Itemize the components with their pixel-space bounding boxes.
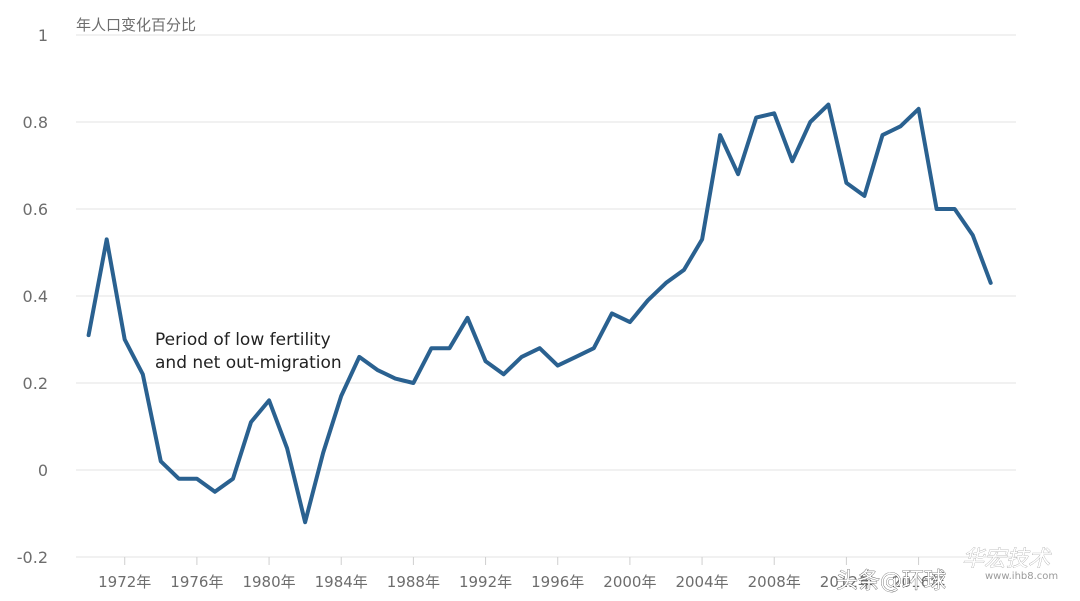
y-tick-label: 1: [38, 26, 48, 45]
data-point: [87, 333, 91, 337]
data-point: [971, 233, 975, 237]
x-tick-label: 1984年: [315, 573, 368, 591]
data-point: [303, 520, 307, 524]
data-point: [447, 346, 451, 350]
data-point: [808, 120, 812, 124]
data-point: [718, 133, 722, 137]
data-point: [556, 364, 560, 368]
watermark-huahong: 华宏技术: [962, 547, 1052, 572]
data-point: [880, 133, 884, 137]
data-point: [953, 207, 957, 211]
y-axis: -0.2 0 0.2 0.4 0.6 0.8 1: [17, 26, 48, 567]
data-point: [989, 281, 993, 285]
data-point: [592, 346, 596, 350]
data-point: [664, 281, 668, 285]
data-point: [826, 103, 830, 107]
data-point: [628, 320, 632, 324]
data-point: [429, 346, 433, 350]
data-point: [899, 124, 903, 128]
y-tick-label: 0.8: [23, 113, 48, 132]
watermark-toutiao: 头条@环球: [836, 569, 946, 594]
data-point: [231, 477, 235, 481]
x-tick-label: 1976年: [170, 573, 223, 591]
data-point: [375, 368, 379, 372]
x-tick-label: 1988年: [387, 573, 440, 591]
data-point: [646, 298, 650, 302]
series-line: [89, 105, 991, 523]
data-point: [520, 355, 524, 359]
data-point: [357, 355, 361, 359]
data-point: [339, 394, 343, 398]
data-point: [141, 372, 145, 376]
x-tick-label: 1996年: [531, 573, 584, 591]
data-point: [123, 338, 127, 342]
data-point: [502, 372, 506, 376]
data-point: [574, 355, 578, 359]
y-tick-label: 0.2: [23, 374, 48, 393]
data-point: [610, 311, 614, 315]
data-point: [772, 111, 776, 115]
annotation-text: and net out-migration: [155, 353, 342, 373]
watermark-url: www.ihb8.com: [985, 571, 1058, 582]
annotation-layer: Period of low fertility and net out-migra…: [155, 330, 342, 373]
data-point: [754, 116, 758, 120]
x-tick-label: 1972年: [98, 573, 151, 591]
data-point: [249, 420, 253, 424]
x-tick-label: 2000年: [603, 573, 656, 591]
data-point: [411, 381, 415, 385]
y-tick-label: 0.6: [23, 200, 48, 219]
data-point: [862, 194, 866, 198]
y-tick-label: -0.2: [17, 548, 48, 567]
data-point: [159, 459, 163, 463]
data-point: [538, 346, 542, 350]
data-point: [484, 359, 488, 363]
data-point: [466, 316, 470, 320]
data-point: [790, 159, 794, 163]
data-point: [844, 181, 848, 185]
data-point: [177, 477, 181, 481]
data-point: [321, 451, 325, 455]
data-point: [105, 237, 109, 241]
data-point: [917, 107, 921, 111]
x-tick-label: 1980年: [242, 573, 295, 591]
x-tick-label: 1992年: [459, 573, 512, 591]
data-point: [393, 377, 397, 381]
x-axis: 1972年 1976年 1980年 1984年 1988年 1992年 1996年 2000年…: [98, 557, 945, 591]
chart-title: 年人口变化百分比: [76, 16, 196, 34]
line-chart: -0.200.20.40.60.81 1972年 1976年 1980年 1984年 1…: [0, 0, 1080, 601]
data-point: [285, 446, 289, 450]
x-tick-label: 2008年: [748, 573, 801, 591]
data-point: [935, 207, 939, 211]
data-point: [195, 477, 199, 481]
data-point: [213, 490, 217, 494]
y-tick-label: 0: [38, 461, 48, 480]
data-point: [736, 172, 740, 176]
series-layer: [87, 103, 993, 525]
data-point: [267, 398, 271, 402]
annotation-text: Period of low fertility: [155, 330, 331, 350]
grid-layer: [76, 35, 1016, 557]
data-point: [682, 268, 686, 272]
x-tick-label: 2004年: [675, 573, 728, 591]
data-point: [700, 237, 704, 241]
y-tick-label: 0.4: [23, 287, 48, 306]
